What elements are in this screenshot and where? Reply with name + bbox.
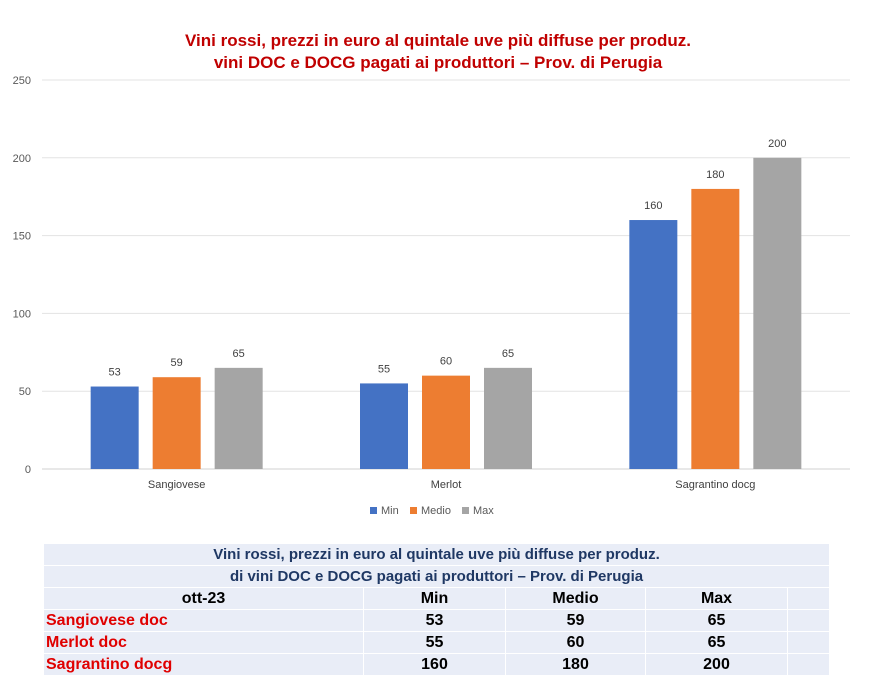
x-category-label: Merlot bbox=[431, 479, 462, 491]
bar-chart: 0 50 100 150 200 250 53 59 65 55 60 65 160 180 200 Sa… bbox=[13, 75, 850, 517]
table-header-medio: Medio bbox=[505, 587, 646, 610]
data-label: 200 bbox=[768, 138, 786, 150]
bars bbox=[90, 157, 802, 470]
y-tick-label: 100 bbox=[13, 308, 31, 320]
table-row: Merlot doc 55 60 65 bbox=[43, 631, 831, 654]
chart-title: Vini rossi, prezzi in euro al quintale u… bbox=[0, 30, 876, 74]
legend-label-max: Max bbox=[473, 505, 494, 517]
bar-max-2 bbox=[753, 157, 802, 470]
bar-medio-1 bbox=[422, 375, 470, 469]
table-title-row-1: Vini rossi, prezzi in euro al quintale u… bbox=[42, 543, 831, 566]
table-header-max: Max bbox=[645, 587, 788, 610]
y-axis: 0 50 100 150 200 250 bbox=[13, 75, 31, 476]
y-tick-label: 200 bbox=[13, 153, 31, 165]
table-title-line-2: di vini DOC e DOCG pagati ai produttori … bbox=[42, 565, 831, 588]
table-cell: 65 bbox=[645, 631, 788, 654]
x-category-label: Sangiovese bbox=[148, 479, 206, 491]
table-empty-cell bbox=[786, 653, 831, 676]
table-cell: 180 bbox=[505, 653, 646, 676]
data-label: 180 bbox=[706, 169, 724, 181]
data-label: 53 bbox=[109, 367, 121, 379]
y-tick-label: 150 bbox=[13, 231, 31, 243]
table-cell: 55 bbox=[363, 631, 506, 654]
table-cell: 60 bbox=[505, 631, 646, 654]
bar-min-1 bbox=[360, 383, 408, 469]
y-tick-label: 0 bbox=[25, 464, 31, 476]
table-title-row-2: di vini DOC e DOCG pagati ai produttori … bbox=[42, 565, 831, 588]
table-header-row: ott-23 Min Medio Max bbox=[43, 587, 831, 610]
bar-medio-0 bbox=[152, 377, 201, 469]
legend-swatch-medio bbox=[410, 507, 417, 514]
data-label: 65 bbox=[502, 348, 514, 360]
table-row-label: Sagrantino docg bbox=[43, 653, 364, 676]
legend-swatch-min bbox=[370, 507, 377, 514]
bar-min-2 bbox=[629, 220, 678, 469]
x-axis: Sangiovese Merlot Sagrantino docg bbox=[148, 479, 755, 491]
chart-title-line-2: vini DOC e DOCG pagati ai produttori – P… bbox=[213, 53, 663, 72]
y-tick-label: 250 bbox=[13, 75, 31, 87]
table-cell: 65 bbox=[645, 609, 788, 632]
table-row: Sagrantino docg 160 180 200 bbox=[43, 653, 831, 676]
table-row-label: Sangiovese doc bbox=[43, 609, 364, 632]
bar-max-1 bbox=[484, 367, 532, 469]
legend-label-min: Min bbox=[381, 505, 399, 517]
legend-label-medio: Medio bbox=[421, 505, 451, 517]
table-empty-cell bbox=[786, 631, 831, 654]
data-label: 60 bbox=[440, 356, 452, 368]
table-cell: 160 bbox=[363, 653, 506, 676]
table-row-label: Merlot doc bbox=[43, 631, 364, 654]
legend-swatch-max bbox=[462, 507, 469, 514]
y-tick-label: 50 bbox=[19, 386, 31, 398]
table-cell: 59 bbox=[505, 609, 646, 632]
data-label: 55 bbox=[378, 363, 390, 375]
data-label: 59 bbox=[171, 357, 183, 369]
bar-max-0 bbox=[214, 367, 263, 469]
data-labels: 53 59 65 55 60 65 160 180 200 bbox=[109, 138, 787, 379]
table-cell: 53 bbox=[363, 609, 506, 632]
data-label: 65 bbox=[233, 348, 245, 360]
bar-min-0 bbox=[90, 386, 139, 469]
data-table: Vini rossi, prezzi in euro al quintale u… bbox=[42, 543, 831, 676]
table-period: ott-23 bbox=[43, 587, 364, 610]
table-row: Sangiovese doc 53 59 65 bbox=[43, 609, 831, 632]
table-empty-cell bbox=[786, 587, 831, 610]
legend: Min Medio Max bbox=[370, 505, 494, 517]
chart-title-line-1: Vini rossi, prezzi in euro al quintale u… bbox=[185, 31, 691, 50]
table-title-line-1: Vini rossi, prezzi in euro al quintale u… bbox=[42, 543, 831, 566]
table-cell: 200 bbox=[645, 653, 788, 676]
bar-medio-2 bbox=[691, 188, 740, 470]
table-empty-cell bbox=[786, 609, 831, 632]
data-label: 160 bbox=[644, 200, 662, 212]
x-category-label: Sagrantino docg bbox=[675, 479, 755, 491]
table-header-min: Min bbox=[363, 587, 506, 610]
